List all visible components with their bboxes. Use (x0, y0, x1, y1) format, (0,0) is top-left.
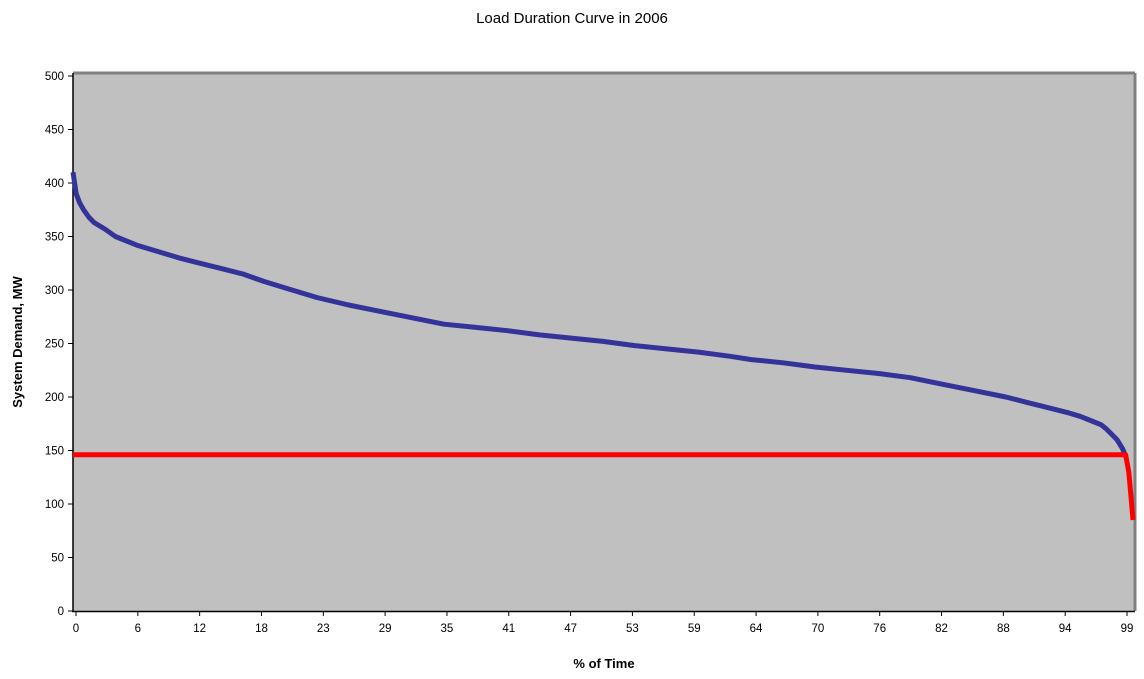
x-tick-label: 41 (502, 623, 515, 635)
x-tick-label: 18 (255, 623, 268, 635)
y-tick-label: 100 (45, 499, 64, 511)
x-tick-label: 29 (379, 623, 392, 635)
y-tick-label: 50 (51, 553, 64, 565)
x-tick-label: 70 (811, 623, 824, 635)
y-tick-label: 150 (45, 446, 64, 458)
y-tick-label: 350 (45, 232, 64, 244)
x-tick-label: 47 (564, 623, 577, 635)
chart-title: Load Duration Curve in 2006 (476, 10, 668, 27)
y-tick-label: 450 (45, 125, 64, 137)
series-line-2 (73, 452, 1136, 521)
y-tick-label: 300 (45, 285, 64, 297)
y-tick-label: 250 (45, 339, 64, 351)
x-tick-label: 76 (873, 623, 886, 635)
x-tick-label: 99 (1121, 623, 1134, 635)
x-tick-label: 53 (626, 623, 639, 635)
x-tick-label: 64 (750, 623, 763, 635)
series-layer (70, 171, 1136, 521)
x-tick-label: 35 (441, 623, 454, 635)
y-tick-label: 400 (45, 178, 64, 190)
x-tick-label: 82 (935, 623, 948, 635)
x-tick-label: 59 (688, 623, 701, 635)
y-axis-label: System Demand, MW (10, 276, 25, 408)
x-tick-label: 0 (73, 623, 79, 635)
x-tick-label: 12 (193, 623, 206, 635)
x-tick-label: 23 (317, 623, 330, 635)
y-tick-label: 500 (45, 71, 64, 83)
x-tick-label: 88 (997, 623, 1010, 635)
series-line-1 (70, 171, 1128, 457)
y-axis-ticks: 0 50 100 150 200 250 300 350 400 450 500 (45, 71, 73, 618)
x-tick-label: 94 (1059, 623, 1072, 635)
x-axis-label: % of Time (573, 656, 634, 671)
x-axis-ticks: 0 6 12 18 23 29 35 41 47 53 59 64 70 76 82 88 94 99 (73, 611, 1134, 635)
y-tick-label: 200 (45, 392, 64, 404)
x-tick-label: 6 (135, 623, 141, 635)
y-tick-label: 0 (58, 606, 64, 618)
